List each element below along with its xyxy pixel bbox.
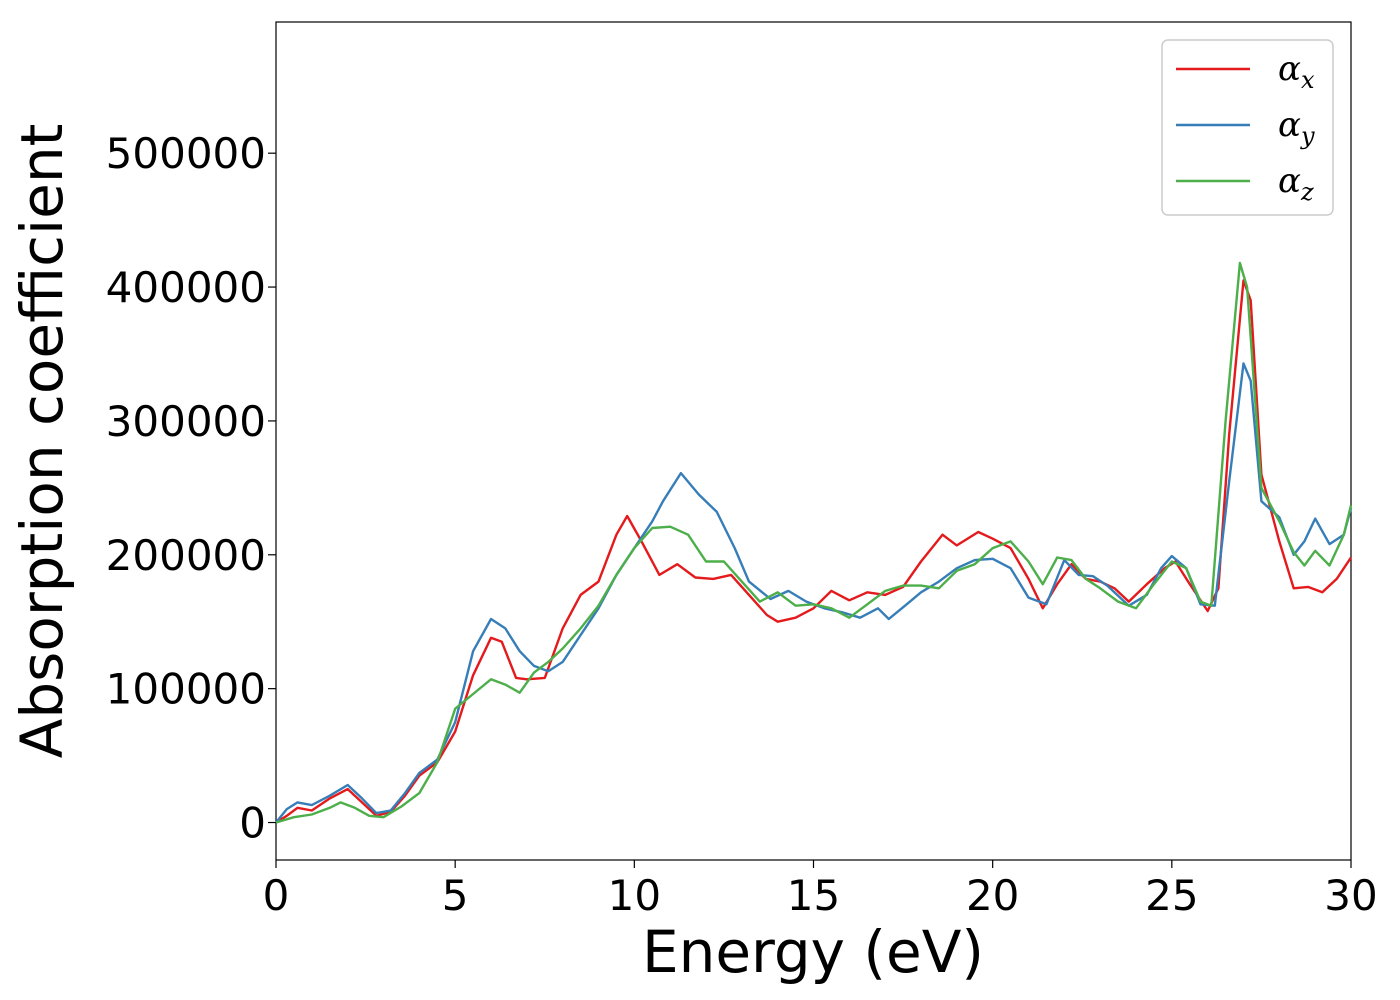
x-tick-label: 10	[608, 871, 661, 920]
x-tick-label: 0	[263, 871, 290, 920]
series-line-x	[275, 279, 1352, 824]
legend-box	[1161, 39, 1334, 216]
y-axis-title: Absorption coefficient	[8, 124, 76, 759]
x-tick-label: 15	[787, 871, 840, 920]
y-tick-label: 500000	[106, 129, 266, 178]
x-tick-label: 5	[442, 871, 469, 920]
y-axis: 0 100000 200000 300000 400000 500000	[106, 129, 276, 848]
x-axis-title: Energy (eV)	[642, 918, 984, 986]
x-tick-label: 25	[1145, 871, 1198, 920]
x-axis: 0 5 10 15 20 25 30	[263, 860, 1378, 920]
legend-subscript: y	[1300, 122, 1315, 150]
series-line-z	[275, 261, 1353, 824]
series-layer	[275, 261, 1353, 824]
y-tick-label: 400000	[106, 263, 266, 312]
x-tick-label: 30	[1324, 871, 1377, 920]
y-tick-label: 100000	[106, 665, 266, 714]
x-tick-label: 20	[966, 871, 1019, 920]
legend-subscript: z	[1300, 178, 1314, 206]
series-line-y	[275, 362, 1353, 824]
y-tick-label: 200000	[106, 531, 266, 580]
y-tick-label: 0	[239, 799, 266, 848]
legend-subscript: x	[1301, 66, 1315, 94]
y-tick-label: 300000	[106, 397, 266, 446]
